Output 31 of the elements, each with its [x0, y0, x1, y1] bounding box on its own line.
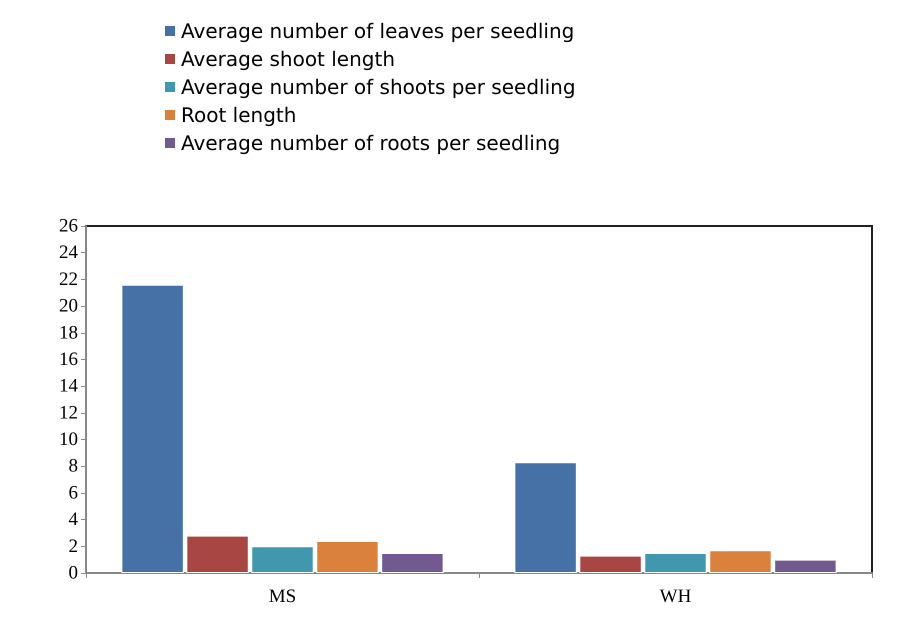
y-tick-label: 4	[68, 509, 78, 530]
y-tick-label: 14	[59, 376, 78, 397]
x-tick-label: WH	[660, 586, 692, 607]
legend-label: Average number of shoots per seedling	[181, 75, 576, 99]
y-tick-label: 12	[59, 402, 78, 424]
x-tick-label: MS	[268, 586, 296, 607]
bar	[251, 546, 314, 573]
y-tick-label: 2	[68, 536, 78, 557]
y-tick-label: 20	[59, 296, 78, 317]
legend-label: Average number of leaves per seedling	[181, 19, 574, 43]
legend-label: Root length	[181, 103, 296, 127]
legend-label: Average shoot length	[181, 47, 396, 71]
y-tick-label: 16	[59, 348, 78, 370]
bar	[186, 536, 249, 573]
y-tick-label: 26	[59, 216, 78, 236]
y-tick-label: 10	[59, 429, 78, 450]
bar	[316, 540, 379, 573]
y-tick-label: 8	[68, 456, 78, 477]
bar	[774, 560, 837, 573]
bar	[644, 552, 707, 573]
y-tick-label: 22	[59, 268, 78, 290]
y-tick-label: 18	[59, 322, 78, 344]
y-tick-label: 6	[68, 482, 78, 504]
bar	[514, 462, 577, 573]
legend-label: Average number of roots per seedling	[181, 131, 560, 155]
y-tick-label: 24	[59, 242, 78, 264]
bar	[381, 552, 444, 573]
bar	[579, 556, 642, 573]
y-tick-label: 0	[68, 562, 78, 584]
bar	[709, 550, 772, 573]
bar	[121, 284, 184, 573]
